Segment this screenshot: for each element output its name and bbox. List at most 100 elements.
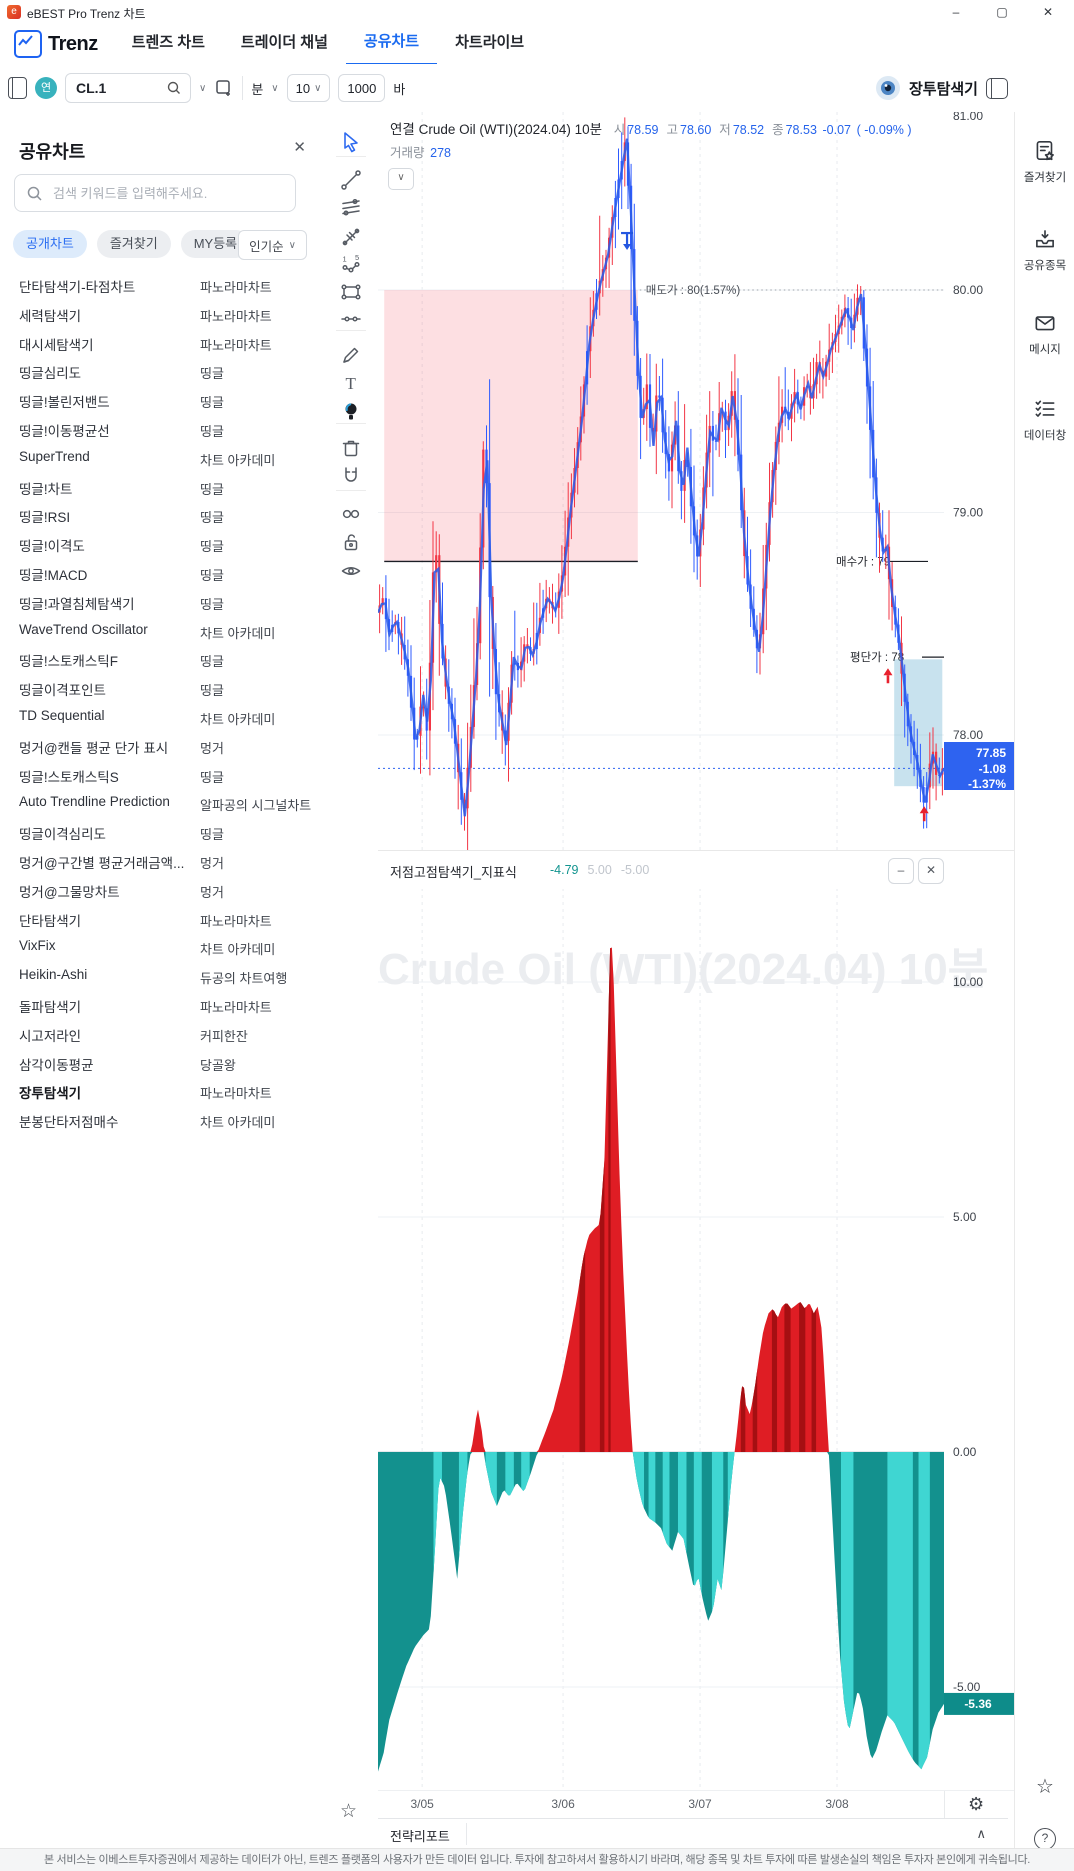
chart-name: 띵글이격심리도 [19, 827, 106, 843]
chart-author: 파노라마차트 [200, 999, 272, 1015]
list-item[interactable]: 단타탐색기 파노라마차트 [0, 904, 324, 933]
filter-tabs: 공개차트 즐겨찾기 MY등록 [13, 230, 251, 258]
svg-text:T: T [346, 374, 357, 393]
chart-region[interactable]: 매도가 : 80(1.57%) 매수가 : 79 평단가 : 78 81.00 80.0… [378, 112, 1014, 1850]
search-box[interactable] [14, 174, 296, 212]
list-item[interactable]: Heikin-Ashi 듀공의 차트여행 [0, 961, 324, 990]
chart-favorite-star-icon[interactable]: ☆ [340, 1801, 358, 1822]
bar-count-input[interactable]: 1000 [338, 74, 386, 102]
nav-tab-0[interactable]: 트렌즈 차트 [131, 33, 205, 51]
search-input[interactable] [51, 184, 275, 202]
text-icon[interactable]: T [339, 371, 363, 395]
symbol-dropdown-icon[interactable]: ∨ [199, 82, 207, 94]
period-unit-dropdown-icon[interactable]: ∨ [271, 82, 279, 94]
rect-points-icon[interactable] [339, 280, 363, 304]
list-item[interactable]: 띵글!차트 띵글 [0, 472, 324, 501]
period-value-select[interactable]: 10 ∨ [286, 74, 331, 102]
list-item[interactable]: 돌파탐색기 파노라마차트 [0, 990, 324, 1019]
filter-tab-0[interactable]: 공개차트 [13, 230, 87, 258]
panel-toggle-icon[interactable] [986, 77, 1008, 99]
rail-item-0[interactable]: 즐겨찾기 [1015, 138, 1074, 185]
list-item[interactable]: 장투탐색기 파노라마차트 [0, 1076, 324, 1105]
pencil-icon[interactable] [339, 343, 363, 367]
eye-icon[interactable] [339, 559, 363, 583]
search-icon[interactable] [166, 80, 182, 96]
pitchfork-icon[interactable] [339, 224, 363, 248]
maximize-button[interactable]: ▢ [996, 5, 1008, 19]
nav-tab-3[interactable]: 차트라이브 [455, 33, 525, 51]
chart-author: 띵글 [200, 510, 224, 526]
list-item[interactable]: 단타탐색기-타점차트 파노라마차트 [0, 270, 324, 299]
list-item[interactable]: 시고저라인 커피한잔 [0, 1019, 324, 1048]
list-item[interactable]: 삼각이동평균 당골왕 [0, 1048, 324, 1077]
layout-icon[interactable] [8, 77, 27, 99]
list-item[interactable]: 띵글!이동평균선 띵글 [0, 414, 324, 443]
chart-author: 띵글 [200, 683, 224, 699]
rail-item-3[interactable]: 데이터창 [1015, 396, 1074, 443]
filter-tab-1[interactable]: 즐겨찾기 [96, 230, 171, 258]
panel-close-icon[interactable]: ✕ [293, 139, 306, 156]
trend-line-icon[interactable] [339, 168, 363, 192]
chart-author: 차트 아카데미 [200, 625, 276, 641]
list-item[interactable]: 띵글!RSI 띵글 [0, 500, 324, 529]
list-item[interactable]: 띵글!과열침체탐색기 띵글 [0, 587, 324, 616]
nav-tab-2[interactable]: 공유차트 [345, 23, 438, 66]
list-item[interactable]: SuperTrend 차트 아카데미 [0, 443, 324, 472]
chart-author: 파노라마차트 [200, 1086, 272, 1102]
close-button[interactable]: ✕ [1042, 5, 1054, 19]
cursor-icon[interactable] [339, 130, 363, 154]
list-item[interactable]: WaveTrend Oscillator 차트 아카데미 [0, 616, 324, 645]
period-unit-label[interactable]: 분 [251, 81, 264, 97]
chart-name: 띵글!스토캐스틱F [19, 654, 118, 670]
app-logo[interactable]: Trenz [14, 30, 98, 58]
chart-name: 단타탐색기-타점차트 [19, 280, 136, 295]
list-item[interactable]: TD Sequential 차트 아카데미 [0, 702, 324, 731]
expand-strategy-icon[interactable]: ∧ [976, 1826, 986, 1841]
price-chart[interactable]: 매도가 : 80(1.57%) 매수가 : 79 평단가 : 78 81.00 80.0… [378, 112, 1014, 850]
indicator-close-button[interactable]: ✕ [918, 858, 944, 884]
symbol-input[interactable]: CL.1 [65, 73, 191, 103]
svg-text:81.00: 81.00 [953, 112, 983, 123]
list-item[interactable]: 띵글!MACD 띵글 [0, 558, 324, 587]
sort-select[interactable]: 인기순 ∨ [238, 230, 307, 260]
help-icon[interactable]: ? [1034, 1828, 1056, 1850]
list-item[interactable]: Auto Trendline Prediction 알파공의 시그널차트 [0, 788, 324, 817]
strategy-report-bar[interactable]: 전략리포트 ∧ [378, 1818, 1008, 1850]
magnet-icon[interactable] [339, 464, 363, 488]
rail-item-2[interactable]: 메시지 [1015, 310, 1074, 357]
chart-name: 분봉단타저점매수 [19, 1115, 119, 1131]
list-item[interactable]: 띵글이격심리도 띵글 [0, 817, 324, 846]
list-item[interactable]: 멍거@캔들 평균 단가 표시 멍거 [0, 731, 324, 760]
list-item[interactable]: 멍거@구간별 평균거래금액... 멍거 [0, 846, 324, 875]
list-item[interactable]: 띵글!스토캐스틱F 띵글 [0, 644, 324, 673]
add-chart-icon[interactable] [214, 78, 234, 98]
list-item[interactable]: 띵글!볼린저밴드 띵글 [0, 385, 324, 414]
horizontal-line-icon[interactable] [339, 307, 363, 331]
chart-name: 장투탐색기 [19, 1086, 82, 1102]
trash-icon[interactable] [339, 436, 363, 460]
infinity-icon[interactable] [339, 502, 363, 526]
idea-bulb-icon[interactable] [339, 399, 363, 423]
minimize-button[interactable]: – [952, 5, 960, 19]
list-item[interactable]: VixFix 차트 아카데미 [0, 932, 324, 961]
lock-open-icon[interactable] [339, 530, 363, 554]
rail-item-1[interactable]: 공유종목 [1015, 226, 1074, 273]
parallel-lines-icon[interactable] [339, 196, 363, 220]
list-item[interactable]: 띵글!이격도 띵글 [0, 529, 324, 558]
list-item[interactable]: 띵글!스토캐스틱S 띵글 [0, 760, 324, 789]
indicator-minimize-button[interactable]: – [888, 858, 914, 884]
list-item[interactable]: 띵글심리도 띵글 [0, 356, 324, 385]
chart-author: 띵글 [200, 769, 224, 785]
list-item[interactable]: 세력탐색기 파노라마차트 [0, 299, 324, 328]
favorite-star-icon[interactable]: ☆ [1036, 1776, 1054, 1798]
chart-author: 당골왕 [200, 1057, 236, 1073]
list-item[interactable]: 대시세탐색기 파노라마차트 [0, 328, 324, 357]
list-item[interactable]: 멍거@그물망차트 멍거 [0, 875, 324, 904]
list-item[interactable]: 띵글이격포인트 띵글 [0, 673, 324, 702]
gear-icon[interactable]: ⚙ [968, 1794, 985, 1814]
nav-tab-1[interactable]: 트레이더 채널 [240, 33, 328, 51]
list-item[interactable]: 분봉단타저점매수 차트 아카데미 [0, 1105, 324, 1134]
collapse-header-button[interactable]: ∨ [388, 168, 414, 190]
